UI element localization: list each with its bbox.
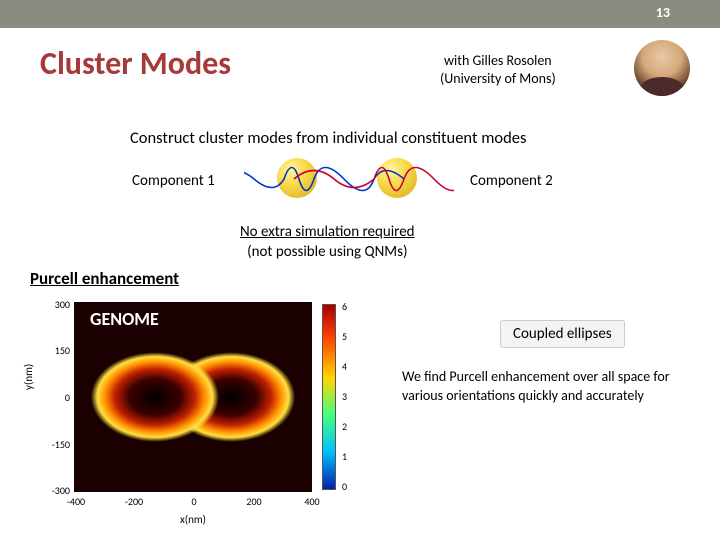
collab-line1: with Gilles Rosolen [440, 52, 556, 70]
cb-tick: 0 [342, 480, 347, 493]
component-1-label: Component 1 [132, 172, 215, 190]
xtick: -200 [120, 495, 148, 508]
no-extra-line1: No extra simulation required [240, 222, 415, 242]
cb-tick: 5 [342, 330, 347, 343]
top-bar: 13 [0, 0, 720, 28]
side-description: We find Purcell enhancement over all spa… [402, 368, 692, 406]
plot-title: GENOME [90, 308, 159, 330]
collaborator-photo [634, 40, 690, 96]
subtitle: Construct cluster modes from individual … [130, 128, 526, 148]
purcell-plot: y(nm) GENOME 300 150 0 -150 -300 -400 -2… [30, 296, 372, 528]
xtick: -400 [62, 495, 90, 508]
component-2-label: Component 2 [470, 172, 553, 190]
no-extra-sim-text: No extra simulation required (not possib… [240, 222, 415, 263]
xtick: 400 [298, 495, 326, 508]
wave-red [294, 168, 454, 191]
no-extra-line2: (not possible using QNMs) [240, 242, 415, 262]
purcell-heading: Purcell enhancement [30, 268, 179, 289]
slide-number: 13 [656, 4, 670, 21]
colorbar [322, 304, 336, 490]
slide-title: Cluster Modes [40, 44, 231, 83]
cb-tick: 3 [342, 390, 347, 403]
cb-tick: 4 [342, 360, 347, 373]
xtick: 200 [240, 495, 268, 508]
ytick: 150 [48, 344, 70, 357]
ytick: 300 [48, 298, 70, 311]
cb-tick: 2 [342, 420, 347, 433]
coupled-ellipses-box: Coupled ellipses [500, 320, 625, 348]
plot-ylabel: y(nm) [22, 364, 35, 390]
ytick: 0 [48, 391, 70, 404]
wave-blue [244, 168, 404, 191]
cb-tick: 6 [342, 300, 347, 313]
wave-svg [244, 154, 454, 204]
cb-tick: 1 [342, 450, 347, 463]
xtick: 0 [180, 495, 208, 508]
plot-heatmap [74, 302, 312, 492]
cluster-wave-figure [244, 154, 454, 204]
collaborator-credit: with Gilles Rosolen (University of Mons) [440, 52, 556, 88]
plot-xlabel: x(nm) [180, 513, 206, 526]
collab-line2: (University of Mons) [440, 70, 556, 88]
ytick: -150 [48, 438, 70, 451]
